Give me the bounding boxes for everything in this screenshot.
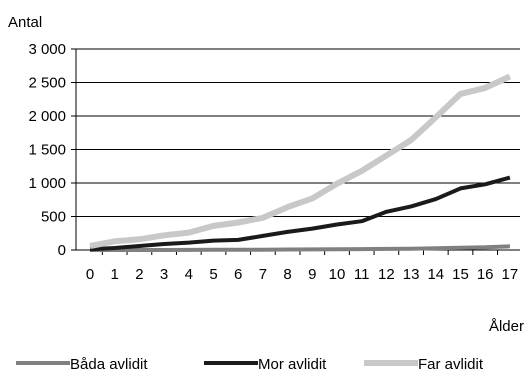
grid-lines <box>71 48 520 251</box>
x-tick-label: 3 <box>160 266 168 283</box>
y-tick-label: 500 <box>41 209 66 226</box>
x-tick-label: 15 <box>452 266 469 283</box>
series-line <box>89 73 512 249</box>
x-tick-label: 6 <box>234 266 242 283</box>
series-line <box>90 244 510 252</box>
series-line <box>89 175 511 252</box>
x-tick-label: 7 <box>259 266 267 283</box>
y-tick-label: 2 500 <box>28 75 66 92</box>
x-tick-label: 10 <box>329 266 346 283</box>
x-tick-label: 12 <box>378 266 395 283</box>
x-tick-label: 14 <box>427 266 444 283</box>
x-axis-title: Ålder <box>489 318 524 335</box>
x-tick-label: 9 <box>308 266 316 283</box>
legend-label: Far avlidit <box>418 356 484 373</box>
legend: Båda avlidit Mor avlidit Far avlidit <box>16 356 484 373</box>
y-tick-label: 1 500 <box>28 142 66 159</box>
x-tick-label: 16 <box>477 266 494 283</box>
x-tick-labels: 0 1 2 3 4 5 6 7 8 9 10 11 12 13 14 15 16 17 <box>86 266 518 283</box>
y-axis-title: Antal <box>8 14 42 31</box>
y-tick-label: 1 000 <box>28 175 66 192</box>
y-tick-label: 3 000 <box>28 41 66 58</box>
x-tick-label: 4 <box>185 266 193 283</box>
x-tick-label: 11 <box>354 266 370 283</box>
legend-label: Båda avlidit <box>70 356 148 373</box>
x-tick-label: 5 <box>209 266 217 283</box>
x-tick-label: 8 <box>283 266 291 283</box>
legend-label: Mor avlidit <box>258 356 327 373</box>
y-tick-label: 2 000 <box>28 108 66 125</box>
series-lines <box>89 73 512 252</box>
axes <box>75 49 520 255</box>
x-tick-label: 17 <box>502 266 519 283</box>
x-tick-label: 13 <box>403 266 420 283</box>
x-tick-label: 0 <box>86 266 94 283</box>
y-tick-labels: 0 500 1 000 1 500 2 000 2 500 3 000 <box>28 41 66 259</box>
x-tick-label: 1 <box>111 266 119 283</box>
x-tick-label: 2 <box>135 266 143 283</box>
y-tick-label: 0 <box>58 242 66 259</box>
